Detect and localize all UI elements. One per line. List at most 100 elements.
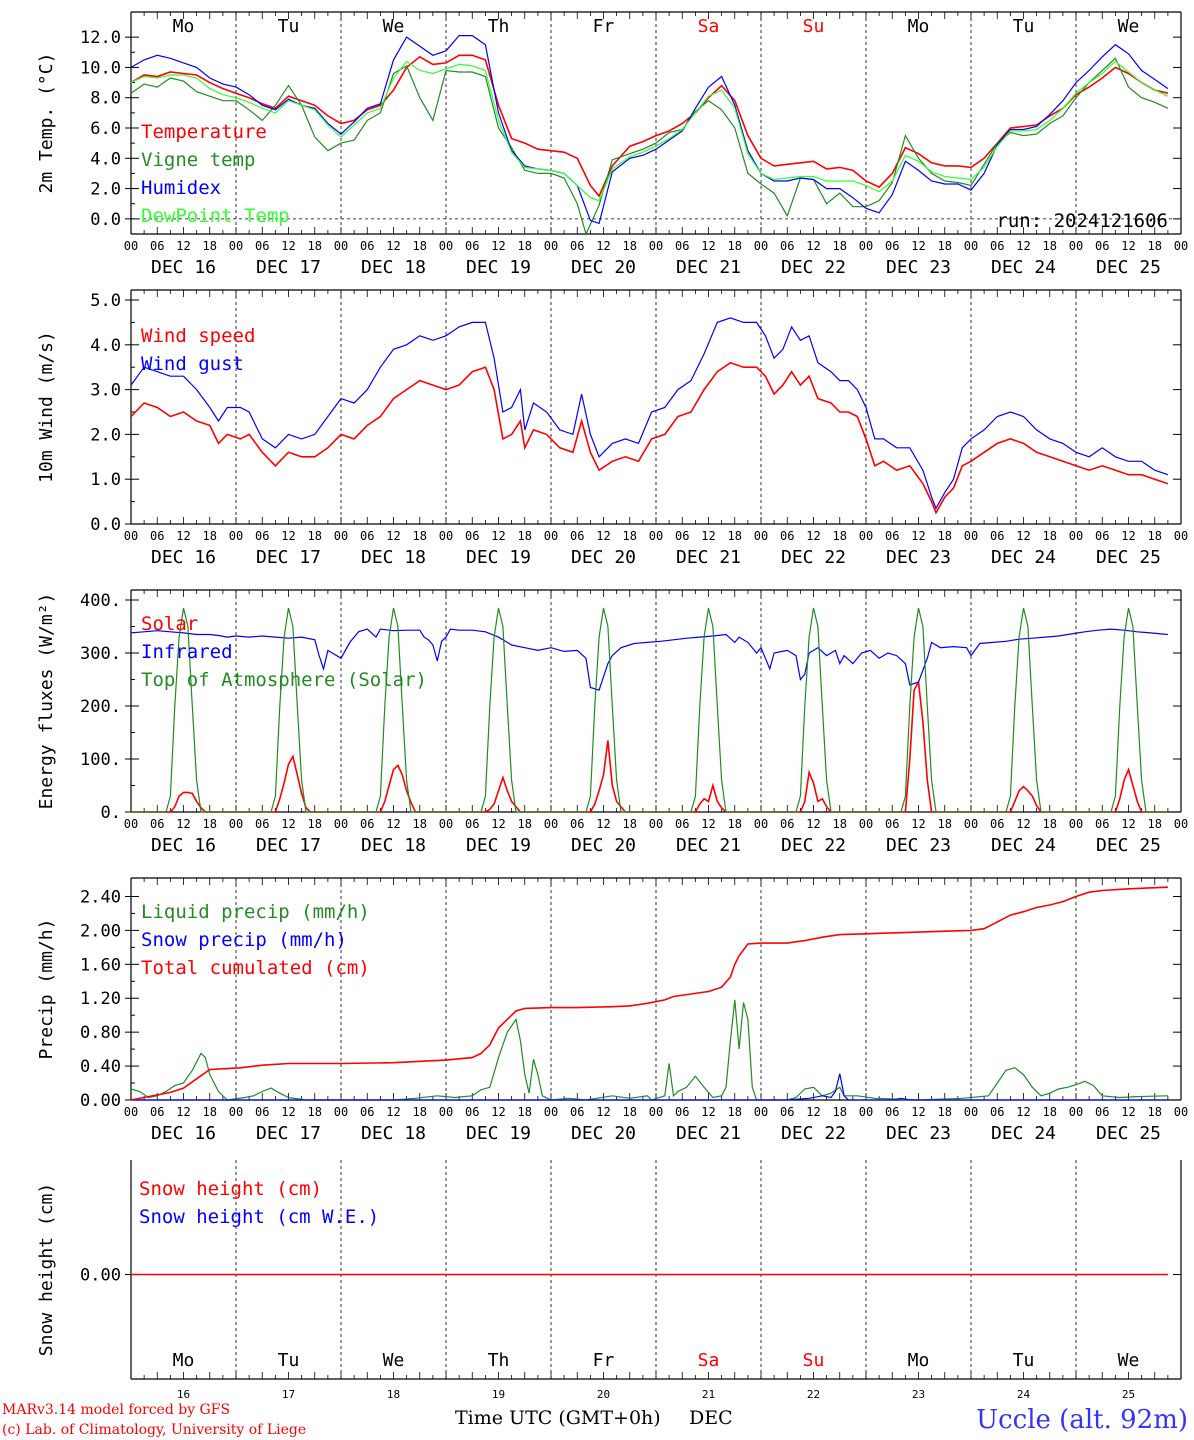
y-tick-label: 0. [101,803,121,823]
x-date-label: DEC 16 [151,257,216,278]
x-hour-label: 12 [596,1105,610,1119]
x-date-label: DEC 23 [886,1123,951,1144]
x-hour-label: 00 [229,239,243,253]
series-line-solar [131,679,1168,813]
x-hour-label: 12 [281,529,295,543]
legend-entry: Liquid precip (mm/h) [141,901,370,923]
x-date-label: DEC 16 [151,1123,216,1144]
x-hour-label: 12 [281,239,295,253]
x-hour-label: 18 [1043,529,1057,543]
x-hour-label: 18 [203,1105,217,1119]
x-hour-label: 18 [938,1105,952,1119]
x-hour-label: 00 [544,239,558,253]
x-hour-label: 06 [360,817,374,831]
x-hour-label: 06 [885,1105,899,1119]
x-hour-label: 00 [964,529,978,543]
x-hour-label: 18 [518,529,532,543]
x-hour-label: 18 [1148,1105,1162,1119]
x-hour-label: 18 [1148,529,1162,543]
x-hour-label: 06 [675,1105,689,1119]
weekday-label: Th [488,1350,510,1371]
legend-entry: Humidex [141,177,221,199]
x-hour-label: 00 [1174,817,1188,831]
x-hour-label: 00 [754,529,768,543]
series-line-dewpoint-temp [130,60,1169,202]
x-hour-label: 12 [596,817,610,831]
x-hour-label: 12 [176,239,190,253]
legend-entry: Snow height (cm W.E.) [139,1206,379,1228]
y-tick-label: 4.0 [90,149,121,169]
x-date-label: DEC 17 [256,1123,321,1144]
x-date-label: DEC 23 [886,257,951,278]
x-hour-label: 06 [990,1105,1004,1119]
x-hour-label: 12 [911,1105,925,1119]
day-number-label: 25 [1122,1388,1135,1401]
x-hour-label: 12 [701,239,715,253]
series-line-top-of-atmosphere-solar- [131,607,1168,813]
x-hour-label: 00 [229,817,243,831]
x-hour-label: 18 [413,817,427,831]
x-hour-label: 06 [675,239,689,253]
x-date-label: DEC 18 [361,547,426,568]
x-hour-label: 18 [728,1105,742,1119]
x-hour-label: 00 [859,817,873,831]
x-hour-label: 00 [544,529,558,543]
x-hour-label: 06 [150,529,164,543]
x-date-label: DEC 25 [1096,257,1161,278]
x-date-label: DEC 20 [571,257,636,278]
x-hour-label: 06 [360,1105,374,1119]
x-hour-label: 18 [1043,817,1057,831]
x-hour-label: 00 [1174,1105,1188,1119]
panel-snow: 0.00 Snow height (cm) Snow height (cm) Snow… [36,1160,1182,1401]
x-hour-label: 18 [308,817,322,831]
weekday-label: Mo [908,1350,930,1371]
day-number-label: 24 [1017,1388,1031,1401]
weekday-label: Mo [173,16,195,37]
series-line-wind-speed [130,361,1169,515]
y-axis-title: Precip (mm/h) [36,919,57,1060]
x-hour-label: 00 [229,529,243,543]
x-hour-label: 12 [911,239,925,253]
day-number-label: 18 [387,1388,400,1401]
x-date-label: DEC 20 [571,1123,636,1144]
weekday-label: Su [803,1350,825,1371]
x-hour-label: 00 [124,529,138,543]
y-axis-title: 2m Temp. (°C) [36,53,57,194]
x-date-label: DEC 21 [676,547,741,568]
x-hour-label: 00 [964,817,978,831]
x-hour-label: 12 [806,817,820,831]
x-hour-label: 06 [465,817,479,831]
x-hour-label: 18 [203,817,217,831]
x-hour-label: 18 [1148,817,1162,831]
x-hour-label: 06 [255,817,269,831]
legend-entry: Total cumulated (cm) [141,957,370,979]
weekday-label: Th [488,16,510,37]
y-tick-label: 8.0 [90,89,121,109]
x-hour-label: 18 [1148,239,1162,253]
y-axis-title: Energy fluxes (W/m²) [36,593,57,810]
x-date-label: DEC 17 [256,835,321,856]
x-date-label: DEC 17 [256,547,321,568]
x-hour-label: 06 [255,239,269,253]
x-hour-label: 06 [465,529,479,543]
x-date-label: DEC 16 [151,547,216,568]
x-hour-label: 12 [596,529,610,543]
x-hour-label: 18 [833,529,847,543]
panel-wind: 0.0 1.0 2.0 3.0 4.0 5.0 10m Wind (m/s) Wind spe… [36,289,1188,568]
series-line-infrared [130,628,1168,691]
x-hour-label: 18 [413,529,427,543]
x-hour-label: 18 [518,1105,532,1119]
x-hour-label: 12 [386,529,400,543]
y-tick-label: 0.40 [80,1057,121,1077]
x-hour-label: 06 [150,239,164,253]
x-hour-label: 06 [1095,239,1109,253]
x-hour-label: 18 [623,1105,637,1119]
footer-credit-2: (c) Lab. of Climatology, University of L… [2,1422,306,1438]
weekday-label: Tu [1013,1350,1035,1371]
x-hour-label: 00 [754,1105,768,1119]
x-hour-label: 00 [124,239,138,253]
weekday-label: Tu [278,16,300,37]
x-hour-label: 06 [1095,1105,1109,1119]
x-date-label: DEC 20 [571,835,636,856]
